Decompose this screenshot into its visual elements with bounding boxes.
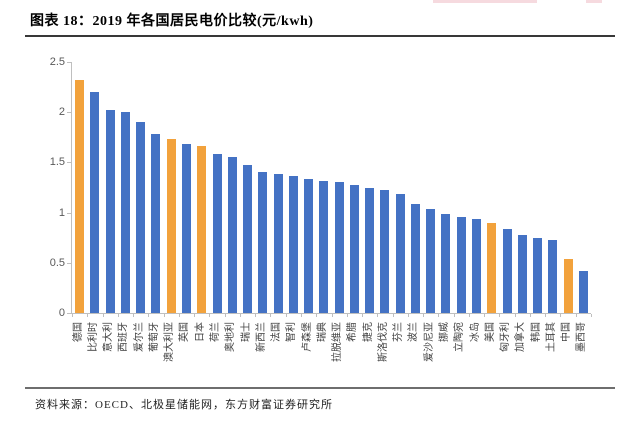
x-tick-mark xyxy=(239,314,241,317)
bar-爱尔兰 xyxy=(136,122,146,313)
bar-爱沙尼亚 xyxy=(426,208,436,313)
bar-德国 xyxy=(75,80,85,313)
bar-法国 xyxy=(273,174,283,313)
bar-比利时 xyxy=(90,92,100,313)
y-tick-label: 0.5 xyxy=(49,256,65,269)
x-tick-mark xyxy=(438,314,440,317)
y-tick-label: 2.5 xyxy=(49,56,65,68)
y-tick-mark xyxy=(67,262,71,264)
bar-芬兰 xyxy=(395,193,405,313)
x-tick-mark xyxy=(453,314,455,317)
plot-area: 0 0.5 1 1.5 2 2.5 xyxy=(50,56,592,319)
bar-韩国 xyxy=(533,237,543,313)
figure-title: 图表 18：2019 年各国居民电价比较(元/kwh) xyxy=(30,14,314,29)
bar-墨西哥 xyxy=(578,270,588,313)
bar-奥地利 xyxy=(227,157,237,313)
bar-捷克 xyxy=(365,187,375,313)
x-tick-mark xyxy=(316,314,318,317)
x-tick-mark xyxy=(102,314,104,317)
x-tick-mark xyxy=(224,314,226,317)
bar-土耳其 xyxy=(548,239,558,313)
bar-拉脱维亚 xyxy=(334,182,344,313)
bar-瑞典 xyxy=(319,181,329,313)
x-tick-mark xyxy=(178,314,180,317)
bar-意大利 xyxy=(105,110,115,313)
bar-美国 xyxy=(487,222,497,313)
y-tick-label: 2 xyxy=(58,106,65,119)
x-tick-mark xyxy=(362,314,364,317)
x-tick-mark xyxy=(377,314,379,317)
x-tick-mark xyxy=(423,314,425,317)
x-tick-mark xyxy=(560,314,562,317)
x-tick-mark xyxy=(575,314,577,317)
x-tick-mark xyxy=(514,314,516,317)
x-tick-mark xyxy=(255,314,257,317)
x-tick-mark xyxy=(545,314,547,317)
x-tick-mark xyxy=(148,314,150,317)
bar-荷兰 xyxy=(212,154,222,313)
bar-匈牙利 xyxy=(502,228,512,313)
bar-冰岛 xyxy=(472,218,481,313)
x-tick-mark xyxy=(117,314,119,317)
y-tick-label: 1.5 xyxy=(49,156,65,169)
y-tick-mark xyxy=(67,212,71,214)
bar-英国 xyxy=(181,144,191,313)
source-text: 资料来源：OECD、北极星储能网，东方财富证券研究所 xyxy=(35,399,333,411)
bar-希腊 xyxy=(349,184,359,313)
x-tick-mark xyxy=(392,314,394,317)
x-tick-mark xyxy=(270,314,272,317)
x-tick-mark xyxy=(163,314,165,317)
x-tick-mark xyxy=(209,314,211,317)
cropped-text-artifact xyxy=(586,0,602,3)
x-tick-mark xyxy=(194,314,196,317)
x-tick-mark xyxy=(407,314,409,317)
y-tick-mark xyxy=(67,162,71,164)
x-axis-labels: 德国 比利时 意大利 西班牙 爱尔兰 葡萄牙 澳大利亚 英国 日本 荷兰 奥地利 瑞士 新西兰 法国 智利卢… xyxy=(72,322,588,362)
x-tick-mark xyxy=(300,314,302,317)
x-tick-mark xyxy=(484,314,486,317)
title-divider xyxy=(25,35,615,37)
bar-西班牙 xyxy=(120,112,130,313)
bar-斯洛伐克 xyxy=(380,189,390,313)
bar-波兰 xyxy=(410,203,420,313)
y-tick-label: 0 xyxy=(58,307,65,319)
bar-瑞士 xyxy=(243,165,253,313)
y-tick-mark xyxy=(67,112,71,114)
bar-智利 xyxy=(288,176,298,313)
x-tick-mark xyxy=(285,314,287,317)
x-tick-mark xyxy=(499,314,501,317)
y-tick-label: 1 xyxy=(58,206,65,219)
x-tick-mark xyxy=(346,314,348,317)
bar-澳大利亚 xyxy=(166,139,176,313)
y-tick-mark xyxy=(67,62,71,63)
x-tick-mark xyxy=(468,314,470,317)
source-divider xyxy=(25,387,615,389)
bar-立陶宛 xyxy=(456,216,466,313)
x-tick-mark xyxy=(331,314,333,317)
bar-卢森堡 xyxy=(304,179,314,313)
bar-新西兰 xyxy=(258,172,268,313)
x-tick-mark xyxy=(591,314,592,317)
cropped-text-artifact xyxy=(433,0,537,3)
x-tick-mark xyxy=(87,314,89,317)
x-tick-mark xyxy=(72,314,73,317)
bar-加拿大 xyxy=(517,234,527,313)
bar-挪威 xyxy=(441,213,451,313)
bar-葡萄牙 xyxy=(151,134,161,313)
bar-中国 xyxy=(563,258,573,313)
bar-日本 xyxy=(197,146,207,313)
y-tick-mark xyxy=(67,313,71,314)
x-tick-mark xyxy=(133,314,135,317)
x-tick-mark xyxy=(529,314,531,317)
